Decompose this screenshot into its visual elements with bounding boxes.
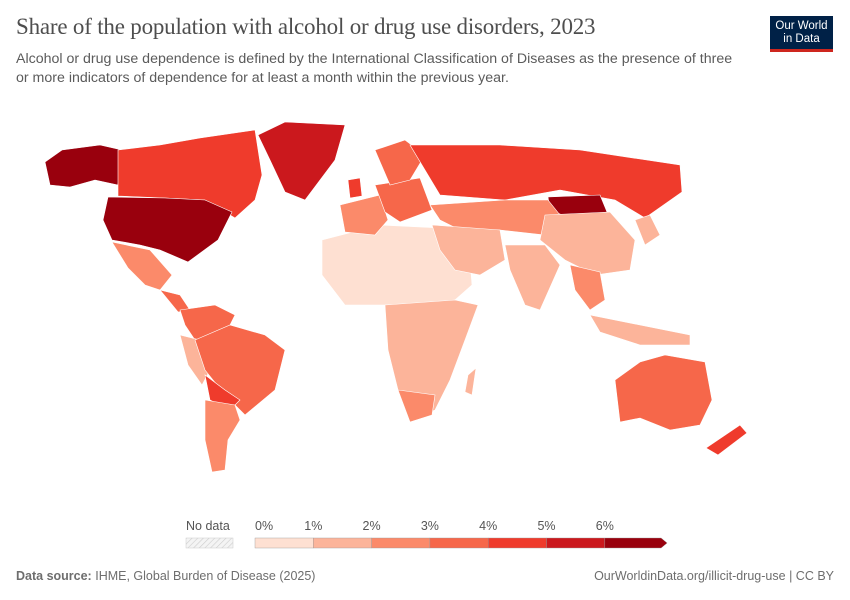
country-southern-cone[interactable] [204, 399, 241, 473]
country-greenland[interactable] [257, 121, 346, 201]
owid-logo[interactable]: Our World in Data [770, 16, 833, 52]
legend-bin[interactable] [604, 537, 668, 549]
country-india[interactable] [504, 244, 561, 311]
country-alaska[interactable] [44, 144, 123, 188]
legend-tick-label: 5% [537, 519, 555, 533]
country-indonesia[interactable] [589, 314, 691, 346]
country-canada[interactable] [117, 129, 263, 219]
country-new-zealand[interactable] [705, 424, 748, 456]
legend-no-data-label: No data [186, 519, 230, 533]
legend-bins: 0% 1% 2% 3% 4% 5% 6% [254, 519, 668, 549]
country-scandinavia[interactable] [374, 139, 426, 186]
legend-tick-label: 2% [363, 519, 381, 533]
country-southern-africa[interactable] [397, 389, 436, 423]
country-russia[interactable] [409, 144, 683, 219]
owid-link[interactable]: OurWorldinData.org/illicit-drug-use [594, 569, 786, 583]
country-australia[interactable] [614, 354, 713, 431]
legend-bin[interactable] [488, 537, 547, 549]
chart-subtitle: Alcohol or drug use dependence is define… [16, 51, 733, 86]
country-western-europe[interactable] [339, 194, 389, 236]
country-japan-korea[interactable] [634, 214, 661, 246]
country-madagascar[interactable] [464, 367, 477, 396]
legend-bin[interactable] [546, 537, 605, 549]
footer-separator: | [789, 569, 793, 583]
source-label: Data source: [16, 569, 92, 583]
legend-tick-label: 6% [596, 519, 614, 533]
country-south-china[interactable] [539, 211, 636, 276]
legend-tick-label: 4% [479, 519, 497, 533]
legend-bin[interactable] [254, 537, 314, 549]
country-southeast-asia[interactable] [569, 264, 606, 311]
country-central-america[interactable] [159, 289, 191, 313]
legend-no-data-swatch [185, 537, 234, 549]
source-text: IHME, Global Burden of Disease (2025) [95, 569, 316, 583]
country-middle-east[interactable] [431, 224, 506, 276]
logo-line-1: Our World [775, 20, 828, 32]
country-sub-saharan[interactable] [384, 299, 479, 421]
country-uk-ireland[interactable] [347, 177, 363, 199]
world-map[interactable] [0, 100, 850, 500]
legend-tick-label: 0% [255, 519, 273, 533]
footer-links: OurWorldinData.org/illicit-drug-use | CC… [594, 569, 834, 583]
chart-title: Share of the population with alcohol or … [16, 14, 596, 39]
legend-tick-label: 3% [421, 519, 439, 533]
legend-bin[interactable] [429, 537, 489, 549]
legend-tick-label: 1% [304, 519, 322, 533]
legend-bin[interactable] [371, 537, 431, 549]
logo-line-2: in Data [783, 32, 820, 45]
country-brazil[interactable] [194, 324, 286, 416]
legend-bin[interactable] [313, 537, 372, 549]
country-central-europe[interactable] [374, 177, 433, 223]
license-link[interactable]: CC BY [795, 569, 834, 583]
data-source: Data source: IHME, Global Burden of Dise… [16, 569, 315, 583]
country-usa[interactable] [102, 196, 233, 263]
